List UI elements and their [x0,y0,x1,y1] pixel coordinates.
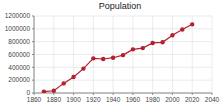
svg-text:2000: 2000 [165,96,180,103]
svg-text:1860: 1860 [27,96,42,103]
html-text:Population: Population [98,1,142,11]
svg-text:1960: 1960 [126,96,141,103]
svg-text:1980: 1980 [145,96,160,103]
svg-text:200000: 200000 [8,76,30,83]
svg-text:400000: 400000 [8,64,30,71]
svg-text:1880: 1880 [47,96,62,103]
svg-text:1000000: 1000000 [8,25,30,32]
svg-text:600000: 600000 [8,51,30,58]
svg-text:800000: 800000 [8,38,30,45]
svg-text:2020: 2020 [185,96,200,103]
svg-text:2040: 2040 [205,96,212,103]
svg-text:1900: 1900 [66,96,81,103]
svg-text:1940: 1940 [106,96,121,103]
svg-text:1200000: 1200000 [8,13,30,19]
svg-text:0: 0 [26,89,30,96]
svg-text:1920: 1920 [86,96,101,103]
